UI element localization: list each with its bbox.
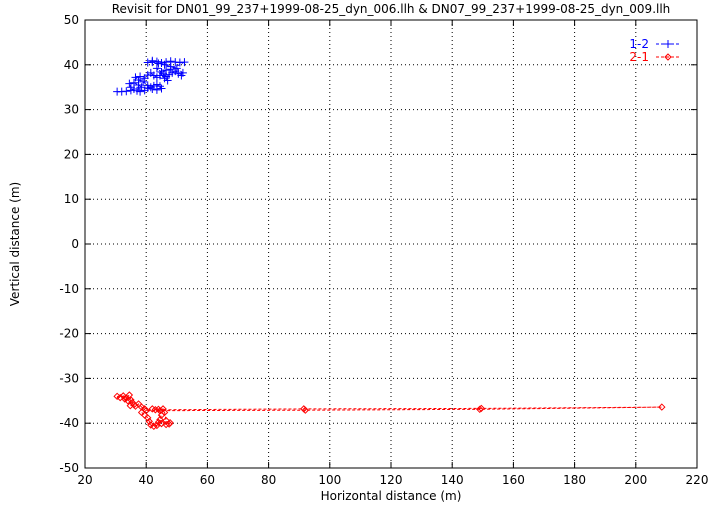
data-point	[148, 84, 157, 93]
y-tick-label: -10	[59, 282, 79, 296]
data-point	[658, 403, 666, 411]
y-tick-label: 0	[71, 237, 79, 251]
legend-label: 2-1	[629, 50, 649, 64]
data-point	[139, 77, 148, 86]
data-point	[124, 397, 132, 405]
x-tick-label: 140	[441, 473, 464, 487]
data-point	[150, 422, 158, 431]
data-point	[136, 87, 145, 96]
data-point	[144, 414, 152, 422]
data-point	[163, 76, 172, 85]
y-tick-label: 40	[64, 58, 79, 72]
data-point	[122, 87, 131, 96]
legend-marker	[664, 40, 672, 48]
data-point	[143, 81, 152, 90]
data-point	[162, 58, 171, 67]
data-point	[166, 65, 175, 74]
data-point	[301, 406, 310, 414]
x-tick-label: 200	[624, 473, 647, 487]
data-point	[172, 64, 181, 73]
y-axis-label: Vertical distance (m)	[8, 182, 22, 306]
x-tick-label: 120	[380, 473, 403, 487]
data-point	[148, 56, 157, 65]
data-point	[126, 83, 135, 92]
legend: 1-22-1	[629, 37, 681, 64]
data-point	[126, 402, 134, 410]
data-point	[157, 419, 166, 428]
x-tick-label: 40	[139, 473, 154, 487]
chart-title: Revisit for DN01_99_237+1999-08-25_dyn_0…	[112, 2, 671, 16]
data-point	[180, 58, 189, 67]
data-point	[476, 405, 484, 414]
ticks: 20 40 60 80 100 120 140 160 180 200 220-50-40-30-2…	[59, 13, 708, 487]
x-tick-label: 160	[502, 473, 525, 487]
data-point	[162, 66, 171, 75]
series-line	[116, 394, 662, 427]
x-tick-label: 20	[77, 473, 92, 487]
data-point	[152, 85, 161, 94]
x-tick-label: 60	[200, 473, 215, 487]
data-point	[166, 57, 175, 66]
data-point	[119, 392, 127, 400]
y-tick-label: 20	[64, 147, 79, 161]
data-point	[159, 405, 167, 413]
series-2-1	[113, 391, 666, 431]
x-tick-label: 180	[563, 473, 586, 487]
y-tick-label: -40	[59, 416, 79, 430]
y-tick-label: 30	[64, 103, 79, 117]
data-point	[178, 68, 187, 77]
data-point	[142, 406, 150, 415]
x-tick-label: 100	[318, 473, 341, 487]
y-tick-label: -50	[59, 461, 79, 475]
series-layer	[113, 56, 666, 431]
data-point	[125, 79, 134, 88]
grid	[85, 20, 697, 468]
y-tick-label: 10	[64, 192, 79, 206]
data-point	[148, 405, 157, 413]
data-point	[160, 408, 169, 417]
data-point	[152, 64, 161, 73]
series-1-2	[113, 56, 189, 96]
data-point	[129, 78, 138, 87]
data-point	[116, 393, 124, 402]
data-point	[143, 58, 152, 67]
x-tick-label: 220	[686, 473, 709, 487]
data-point	[151, 406, 160, 414]
data-point	[157, 84, 166, 93]
legend-marker	[664, 53, 672, 61]
data-point	[145, 417, 153, 426]
data-point	[157, 67, 166, 76]
x-tick-label: 80	[261, 473, 276, 487]
data-point	[152, 57, 161, 66]
data-point	[131, 73, 140, 82]
x-axis-label: Horizontal distance (m)	[321, 489, 462, 503]
data-point	[121, 395, 129, 403]
data-point	[136, 72, 145, 81]
y-tick-label: -30	[59, 371, 79, 385]
legend-label: 1-2	[629, 37, 649, 51]
data-point	[157, 59, 166, 68]
y-tick-label: 50	[64, 13, 79, 27]
data-point	[166, 419, 174, 427]
y-tick-label: -20	[59, 327, 79, 341]
